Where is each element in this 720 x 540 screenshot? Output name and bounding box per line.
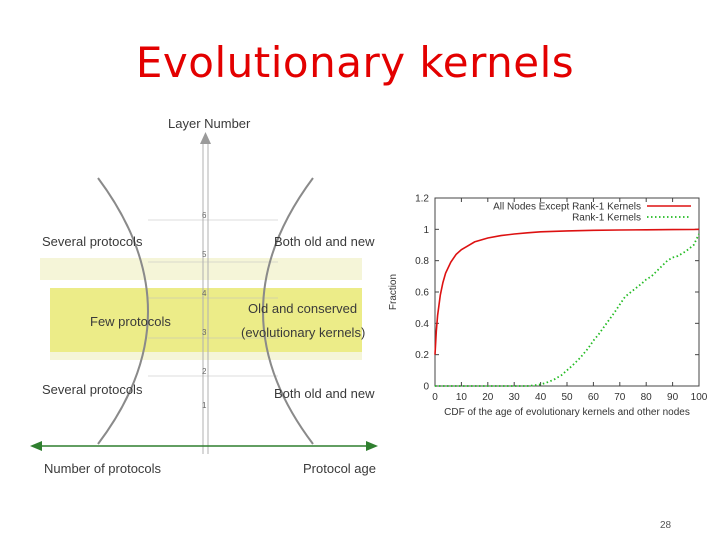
layer-tick-3: 3 — [202, 328, 207, 337]
y-tick-label: 0.6 — [415, 288, 429, 299]
y-axis-label: Layer Number — [168, 116, 251, 131]
legend-label-1: Rank-1 Kernels — [572, 213, 641, 224]
y-axis-arrow-icon — [200, 132, 211, 144]
y-ticks: 0 0.2 0.4 0.6 0.8 1 1.2 — [415, 194, 699, 393]
x-tick-label: 100 — [691, 392, 708, 403]
x-tick-label: 80 — [641, 392, 653, 403]
left-hourglass-curve — [97, 177, 149, 445]
x-tick-label: 10 — [456, 392, 468, 403]
bottom-right-label: Both old and new — [274, 386, 375, 401]
layer-tick-4: 4 — [202, 289, 207, 298]
legend-label-0: All Nodes Except Rank-1 Kernels — [493, 202, 641, 213]
x-ticks: 0 10 20 30 40 50 60 70 80 90 100 — [432, 198, 708, 403]
slide-title: Evolutionary kernels — [135, 38, 575, 87]
x-axis-left-label: Number of protocols — [44, 461, 162, 476]
lower-band — [50, 352, 362, 360]
x-axis-label: CDF of the age of evolutionary kernels a… — [444, 407, 690, 418]
series-line-1 — [435, 233, 700, 387]
x-tick-label: 70 — [614, 392, 626, 403]
middle-right-label-line1: Old and conserved — [248, 301, 357, 316]
x-tick-label: 30 — [509, 392, 521, 403]
y-axis-label: Fraction — [388, 274, 399, 310]
x-axis-left-arrow-icon — [30, 441, 42, 451]
upper-band — [40, 258, 362, 280]
y-tick-label: 0.2 — [415, 350, 429, 361]
x-axis — [30, 441, 378, 451]
x-axis-right-label: Protocol age — [303, 461, 376, 476]
bottom-left-label: Several protocols — [42, 382, 143, 397]
y-tick-label: 0.4 — [415, 319, 429, 330]
kernel-highlight — [50, 288, 362, 354]
layer-tick-1: 1 — [202, 401, 207, 410]
y-tick-label: 1 — [423, 225, 429, 236]
hourglass-diagram: 6 5 4 3 2 1 Layer Number Several protoco… — [30, 116, 378, 476]
middle-right-label-line2: (evolutionary kernels) — [241, 325, 365, 340]
x-tick-label: 20 — [482, 392, 494, 403]
y-tick-label: 1.2 — [415, 194, 429, 205]
x-axis-right-arrow-icon — [366, 441, 378, 451]
plot-frame — [434, 197, 700, 387]
x-tick-label: 60 — [588, 392, 600, 403]
x-tick-label: 0 — [432, 392, 438, 403]
layer-tick-6: 6 — [202, 211, 207, 220]
x-tick-label: 90 — [667, 392, 679, 403]
x-tick-label: 40 — [535, 392, 547, 403]
page-number: 28 — [660, 520, 672, 531]
y-axis — [200, 132, 211, 454]
middle-left-label: Few protocols — [90, 314, 171, 329]
cdf-chart: 0 0.2 0.4 0.6 0.8 1 1.2 0 10 20 30 40 50 60 70 80 90 100… — [383, 183, 713, 423]
top-right-label: Both old and new — [274, 234, 375, 249]
right-hourglass-curve — [262, 177, 314, 445]
layer-tick-2: 2 — [202, 367, 207, 376]
layer-gridlines — [148, 219, 278, 377]
x-tick-label: 50 — [561, 392, 573, 403]
top-left-label: Several protocols — [42, 234, 143, 249]
layer-tick-5: 5 — [202, 250, 207, 259]
series-line-0 — [434, 228, 700, 355]
series-layer — [434, 228, 700, 387]
y-tick-label: 0 — [423, 382, 429, 393]
y-tick-label: 0.8 — [415, 256, 429, 267]
